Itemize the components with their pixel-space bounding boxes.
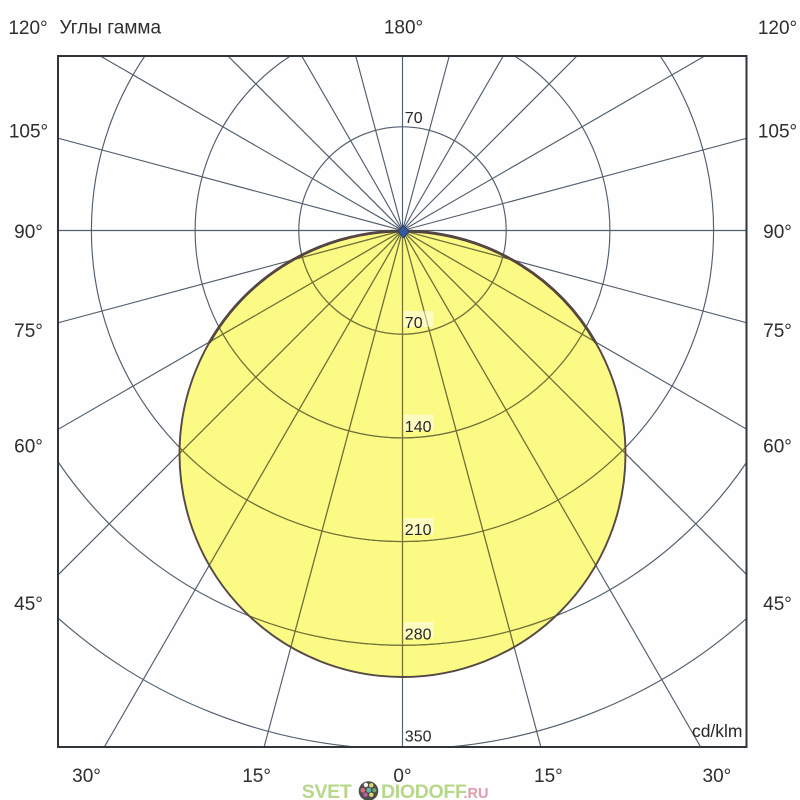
svg-text:120°: 120° <box>758 18 797 39</box>
svg-text:75°: 75° <box>763 321 792 342</box>
svg-text:90°: 90° <box>763 222 792 243</box>
svg-text:DIODOFF: DIODOFF <box>381 781 467 800</box>
svg-text:45°: 45° <box>763 594 792 615</box>
svg-text:90°: 90° <box>14 222 43 243</box>
svg-text:105°: 105° <box>758 121 797 142</box>
svg-text:210: 210 <box>405 522 432 539</box>
svg-text:105°: 105° <box>9 121 48 142</box>
svg-text:15°: 15° <box>242 766 271 787</box>
svg-text:140: 140 <box>405 419 432 436</box>
svg-text:15°: 15° <box>534 766 563 787</box>
svg-text:0°: 0° <box>393 766 411 787</box>
svg-text:60°: 60° <box>763 436 792 457</box>
svg-text:30°: 30° <box>72 766 101 787</box>
svg-text:cd/klm: cd/klm <box>692 721 743 741</box>
svg-text:120°: 120° <box>8 18 47 39</box>
svg-text:280: 280 <box>405 626 432 643</box>
svg-text:60°: 60° <box>14 436 43 457</box>
svg-text:.RU: .RU <box>464 786 489 800</box>
svg-text:75°: 75° <box>14 321 43 342</box>
svg-text:70: 70 <box>405 315 423 332</box>
svg-text:30°: 30° <box>703 766 732 787</box>
svg-text:SVET: SVET <box>302 781 352 800</box>
svg-text:70: 70 <box>405 110 423 127</box>
svg-text:45°: 45° <box>14 594 43 615</box>
svg-text:Углы гамма: Углы гамма <box>60 17 162 38</box>
svg-text:350: 350 <box>405 729 432 746</box>
svg-text:180°: 180° <box>384 17 423 38</box>
